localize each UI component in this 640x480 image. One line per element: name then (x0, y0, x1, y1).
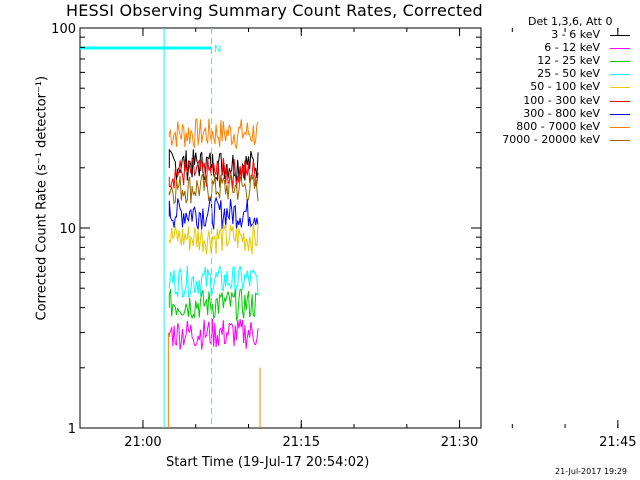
y-tick-label: 1 (68, 422, 76, 437)
legend-swatch-8 (610, 139, 630, 141)
legend-entry-3: 25 - 50 keV (537, 67, 600, 81)
series-line-2 (168, 288, 259, 321)
series-line-5 (168, 157, 259, 189)
annotation-label-0: N (214, 44, 221, 55)
legend-title: Det 1,3,6, Att 0 (528, 15, 613, 28)
series-line-4 (168, 223, 259, 255)
legend-swatch-0 (610, 35, 630, 36)
y-tick-label: 100 (51, 22, 76, 37)
series-line-7 (168, 118, 259, 150)
x-tick-label: 21:45 (599, 435, 636, 450)
x-tick-label: 21:00 (124, 435, 161, 450)
legend-entry-2: 12 - 25 keV (537, 54, 600, 68)
legend-swatch-2 (610, 61, 630, 63)
y-tick-label: 10 (59, 222, 76, 237)
series-line-1 (168, 318, 259, 350)
legend-entry-1: 6 - 12 keV (544, 41, 600, 55)
legend-entry-6: 300 - 800 keV (523, 106, 600, 120)
legend-entry-7: 800 - 7000 keV (516, 119, 600, 133)
timestamp: 21-Jul-2017 19:29 (555, 467, 628, 476)
legend-entry-8: 7000 - 20000 keV (502, 132, 600, 146)
legend-swatch-6 (610, 113, 630, 115)
plot-frame (79, 27, 482, 429)
legend-swatch-1 (610, 48, 630, 50)
chart-title: HESSI Observing Summary Count Rates, Cor… (66, 1, 483, 20)
legend-swatch-4 (610, 87, 630, 89)
series-line-3 (168, 265, 259, 298)
legend-entry-0: 3 - 6 keV (551, 28, 600, 41)
series-line-6 (168, 196, 259, 230)
x-axis-label: Start Time (19-Jul-17 20:54:02) (166, 455, 370, 470)
legend-swatch-5 (610, 100, 630, 102)
legend-entry-5: 100 - 300 keV (523, 93, 600, 107)
legend-entry-4: 50 - 100 keV (530, 80, 600, 94)
series-line-8 (168, 172, 259, 205)
legend-swatch-7 (610, 126, 630, 128)
x-tick-label: 21:15 (283, 435, 320, 450)
legend-swatch-3 (610, 74, 630, 76)
x-tick-label: 21:30 (441, 435, 478, 450)
y-axis-label: Corrected Count Rate (s⁻¹ detector⁻¹) (34, 75, 50, 321)
